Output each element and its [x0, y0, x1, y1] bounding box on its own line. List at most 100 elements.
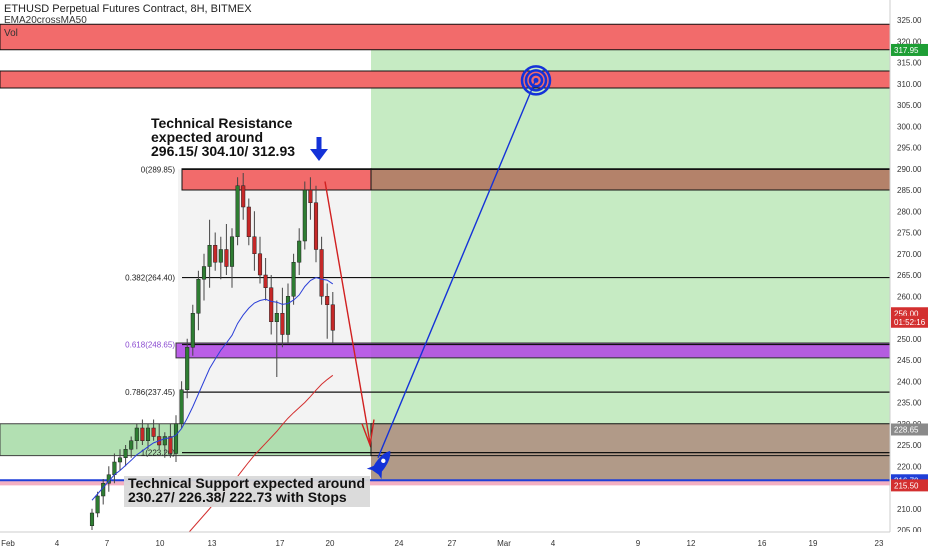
candle: [173, 415, 179, 462]
y-tick-label: 270.00: [897, 250, 922, 259]
blue-projection-line: [377, 81, 536, 459]
down-arrow-shaft: [316, 137, 322, 152]
y-tick-label: 295.00: [897, 144, 922, 153]
candle-body: [179, 389, 184, 424]
candle: [145, 423, 151, 450]
candle-body: [151, 427, 156, 437]
y-tick-label: 205.00: [897, 526, 922, 535]
candle: [325, 283, 330, 339]
down-arrow-head: [310, 149, 328, 161]
y-tick-label: 290.00: [897, 165, 922, 174]
price-tag: 317.95: [891, 43, 928, 56]
vol-label: Vol: [4, 28, 18, 39]
price-tag-label: 317.95: [894, 46, 919, 55]
candle: [224, 224, 229, 275]
candle-body: [213, 245, 218, 263]
candle: [134, 423, 139, 450]
candle: [201, 253, 207, 301]
fib-level-label: 1(223.20): [141, 449, 176, 458]
candle-body: [280, 313, 285, 335]
red-projection-line: [324, 181, 371, 443]
candle: [257, 236, 263, 284]
x-tick-label: 10: [156, 539, 165, 548]
x-tick-label: 4: [55, 539, 60, 548]
candle: [308, 177, 313, 220]
candle: [207, 219, 212, 288]
price-tag: 228.65: [891, 423, 928, 436]
candle: [269, 275, 274, 335]
price-tag-bg: [891, 43, 928, 56]
candle: [302, 181, 307, 250]
candle: [252, 211, 257, 271]
y-tick-label: 275.00: [897, 229, 922, 238]
golden-pocket-band: [175, 342, 891, 359]
time-axis-bg: [0, 532, 932, 550]
red-arrow-head: [361, 419, 375, 448]
candle-body: [173, 423, 179, 454]
candle-body: [190, 313, 195, 348]
indicator-name: EMA20crossMA50: [4, 15, 87, 26]
y-tick-label: 250.00: [897, 335, 922, 344]
candle: [319, 236, 324, 305]
candle: [112, 453, 117, 484]
candle: [263, 258, 268, 301]
price-tag-label: 228.65: [894, 425, 919, 434]
rocket-fins: [366, 465, 382, 480]
support-zone: [0, 423, 372, 457]
price-tag: 01:52:16: [891, 315, 928, 328]
candle-body: [140, 427, 145, 441]
candle-body: [330, 304, 335, 331]
candle: [291, 253, 296, 305]
target-icon: [524, 69, 548, 92]
candle-body: [123, 449, 128, 458]
chart-header: ETHUSD Perpetual Futures Contract, 8H, B…: [4, 3, 252, 40]
candle: [196, 270, 201, 331]
price-tag-label: 215.50: [894, 481, 919, 490]
y-tick-label: 225.00: [897, 441, 922, 450]
candle: [168, 423, 173, 458]
x-tick-label: 27: [448, 539, 457, 548]
candle-body: [246, 206, 251, 237]
projection-arrows-layer: [310, 65, 552, 480]
candle: [179, 381, 184, 428]
candle-body: [302, 189, 307, 242]
resistance-annotation-line: Technical Resistance: [151, 115, 293, 131]
y-tick-label: 265.00: [897, 271, 922, 280]
fib-retracement-area: [178, 169, 371, 453]
candle-body: [224, 249, 229, 267]
y-tick-label: 260.00: [897, 292, 922, 301]
x-tick-label: 23: [875, 539, 884, 548]
x-tick-label: 16: [758, 539, 767, 548]
candle-body: [201, 266, 207, 280]
x-tick-label: 24: [395, 539, 404, 548]
symbol-title: ETHUSD Perpetual Futures Contract, 8H, B…: [4, 3, 252, 15]
candle-body: [313, 202, 319, 250]
resistance-zone-fib: [181, 168, 372, 191]
resistance-zone-overlap: [370, 168, 891, 191]
candle: [241, 173, 246, 220]
x-tick-label: 13: [208, 539, 217, 548]
candle: [140, 419, 145, 445]
stop-band: [0, 481, 890, 486]
candle: [129, 436, 134, 458]
y-tick-label: 285.00: [897, 186, 922, 195]
fib-level-label: 0.382(264.40): [125, 274, 175, 283]
fib-level-label: 0.786(237.45): [125, 388, 175, 397]
candle-body: [241, 185, 246, 208]
y-tick-label: 300.00: [897, 122, 922, 131]
candle: [297, 228, 302, 275]
fib-level-label: 0(289.85): [141, 165, 176, 174]
down-arrow-icon: [310, 137, 328, 161]
target-icon: [520, 65, 552, 96]
y-tick-label: 305.00: [897, 101, 922, 110]
candle-body: [291, 262, 296, 297]
price-tag-label: 256.00: [894, 309, 919, 318]
candle: [117, 449, 123, 471]
rocket-icon: [366, 451, 391, 480]
price-tag-bg: [891, 479, 928, 492]
candle: [285, 283, 291, 343]
zone-layer: [0, 23, 891, 486]
